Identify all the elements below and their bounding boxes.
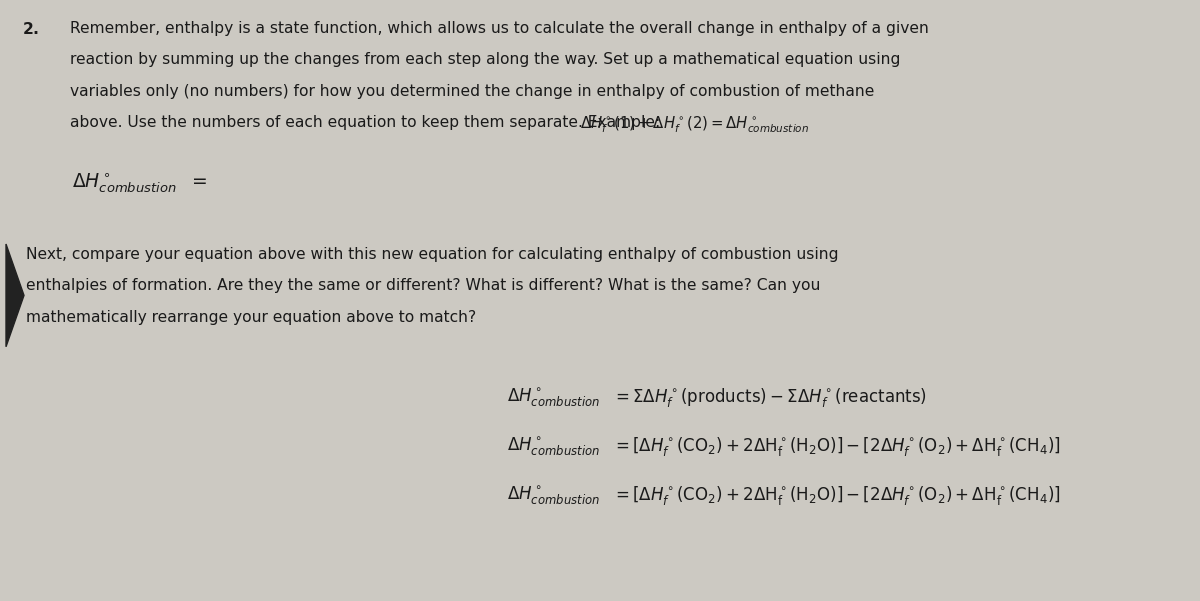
Text: above. Use the numbers of each equation to keep them separate. Example:: above. Use the numbers of each equation … xyxy=(70,115,665,130)
Text: $\mathbf{2.}$: $\mathbf{2.}$ xyxy=(22,21,38,37)
Text: $\Delta H^\circ_{\mathit{combustion}}$: $\Delta H^\circ_{\mathit{combustion}}$ xyxy=(506,484,600,507)
Text: $\Delta H^\circ_{\mathit{combustion}}$  $=$: $\Delta H^\circ_{\mathit{combustion}}$ $… xyxy=(72,172,208,195)
Text: $= [\Delta H^\circ_f\mathrm{(CO_2)+2\Delta H^\circ_f(H_2O)}] - [2\Delta H^\circ_: $= [\Delta H^\circ_f\mathrm{(CO_2)+2\Del… xyxy=(612,484,1061,507)
Text: Remember, enthalpy is a state function, which allows us to calculate the overall: Remember, enthalpy is a state function, … xyxy=(70,21,929,36)
Text: reaction by summing up the changes from each step along the way. Set up a mathem: reaction by summing up the changes from … xyxy=(70,52,900,67)
Text: variables only (no numbers) for how you determined the change in enthalpy of com: variables only (no numbers) for how you … xyxy=(70,84,874,99)
Text: $\Delta H_f^\circ(1) + \Delta H_f^\circ(2) = \Delta H^\circ_{\mathit{combustion}: $\Delta H_f^\circ(1) + \Delta H_f^\circ(… xyxy=(580,115,809,135)
Text: $= \Sigma\Delta H^\circ_f\mathrm{(products)} - \Sigma\Delta H^\circ_f\mathrm{(re: $= \Sigma\Delta H^\circ_f\mathrm{(produc… xyxy=(612,386,928,409)
Text: $\Delta H^\circ_{\mathit{combustion}}$: $\Delta H^\circ_{\mathit{combustion}}$ xyxy=(506,386,600,408)
Polygon shape xyxy=(6,244,24,347)
Text: enthalpies of formation. Are they the same or different? What is different? What: enthalpies of formation. Are they the sa… xyxy=(26,278,821,293)
Text: $= [\Delta H^\circ_f\mathrm{(CO_2)+2\Delta H^\circ_f(H_2O)}] - [2\Delta H^\circ_: $= [\Delta H^\circ_f\mathrm{(CO_2)+2\Del… xyxy=(612,435,1061,458)
Text: mathematically rearrange your equation above to match?: mathematically rearrange your equation a… xyxy=(26,310,476,325)
Text: Next, compare your equation above with this new equation for calculating enthalp: Next, compare your equation above with t… xyxy=(26,247,839,262)
Text: $\Delta H^\circ_{\mathit{combustion}}$: $\Delta H^\circ_{\mathit{combustion}}$ xyxy=(506,435,600,457)
